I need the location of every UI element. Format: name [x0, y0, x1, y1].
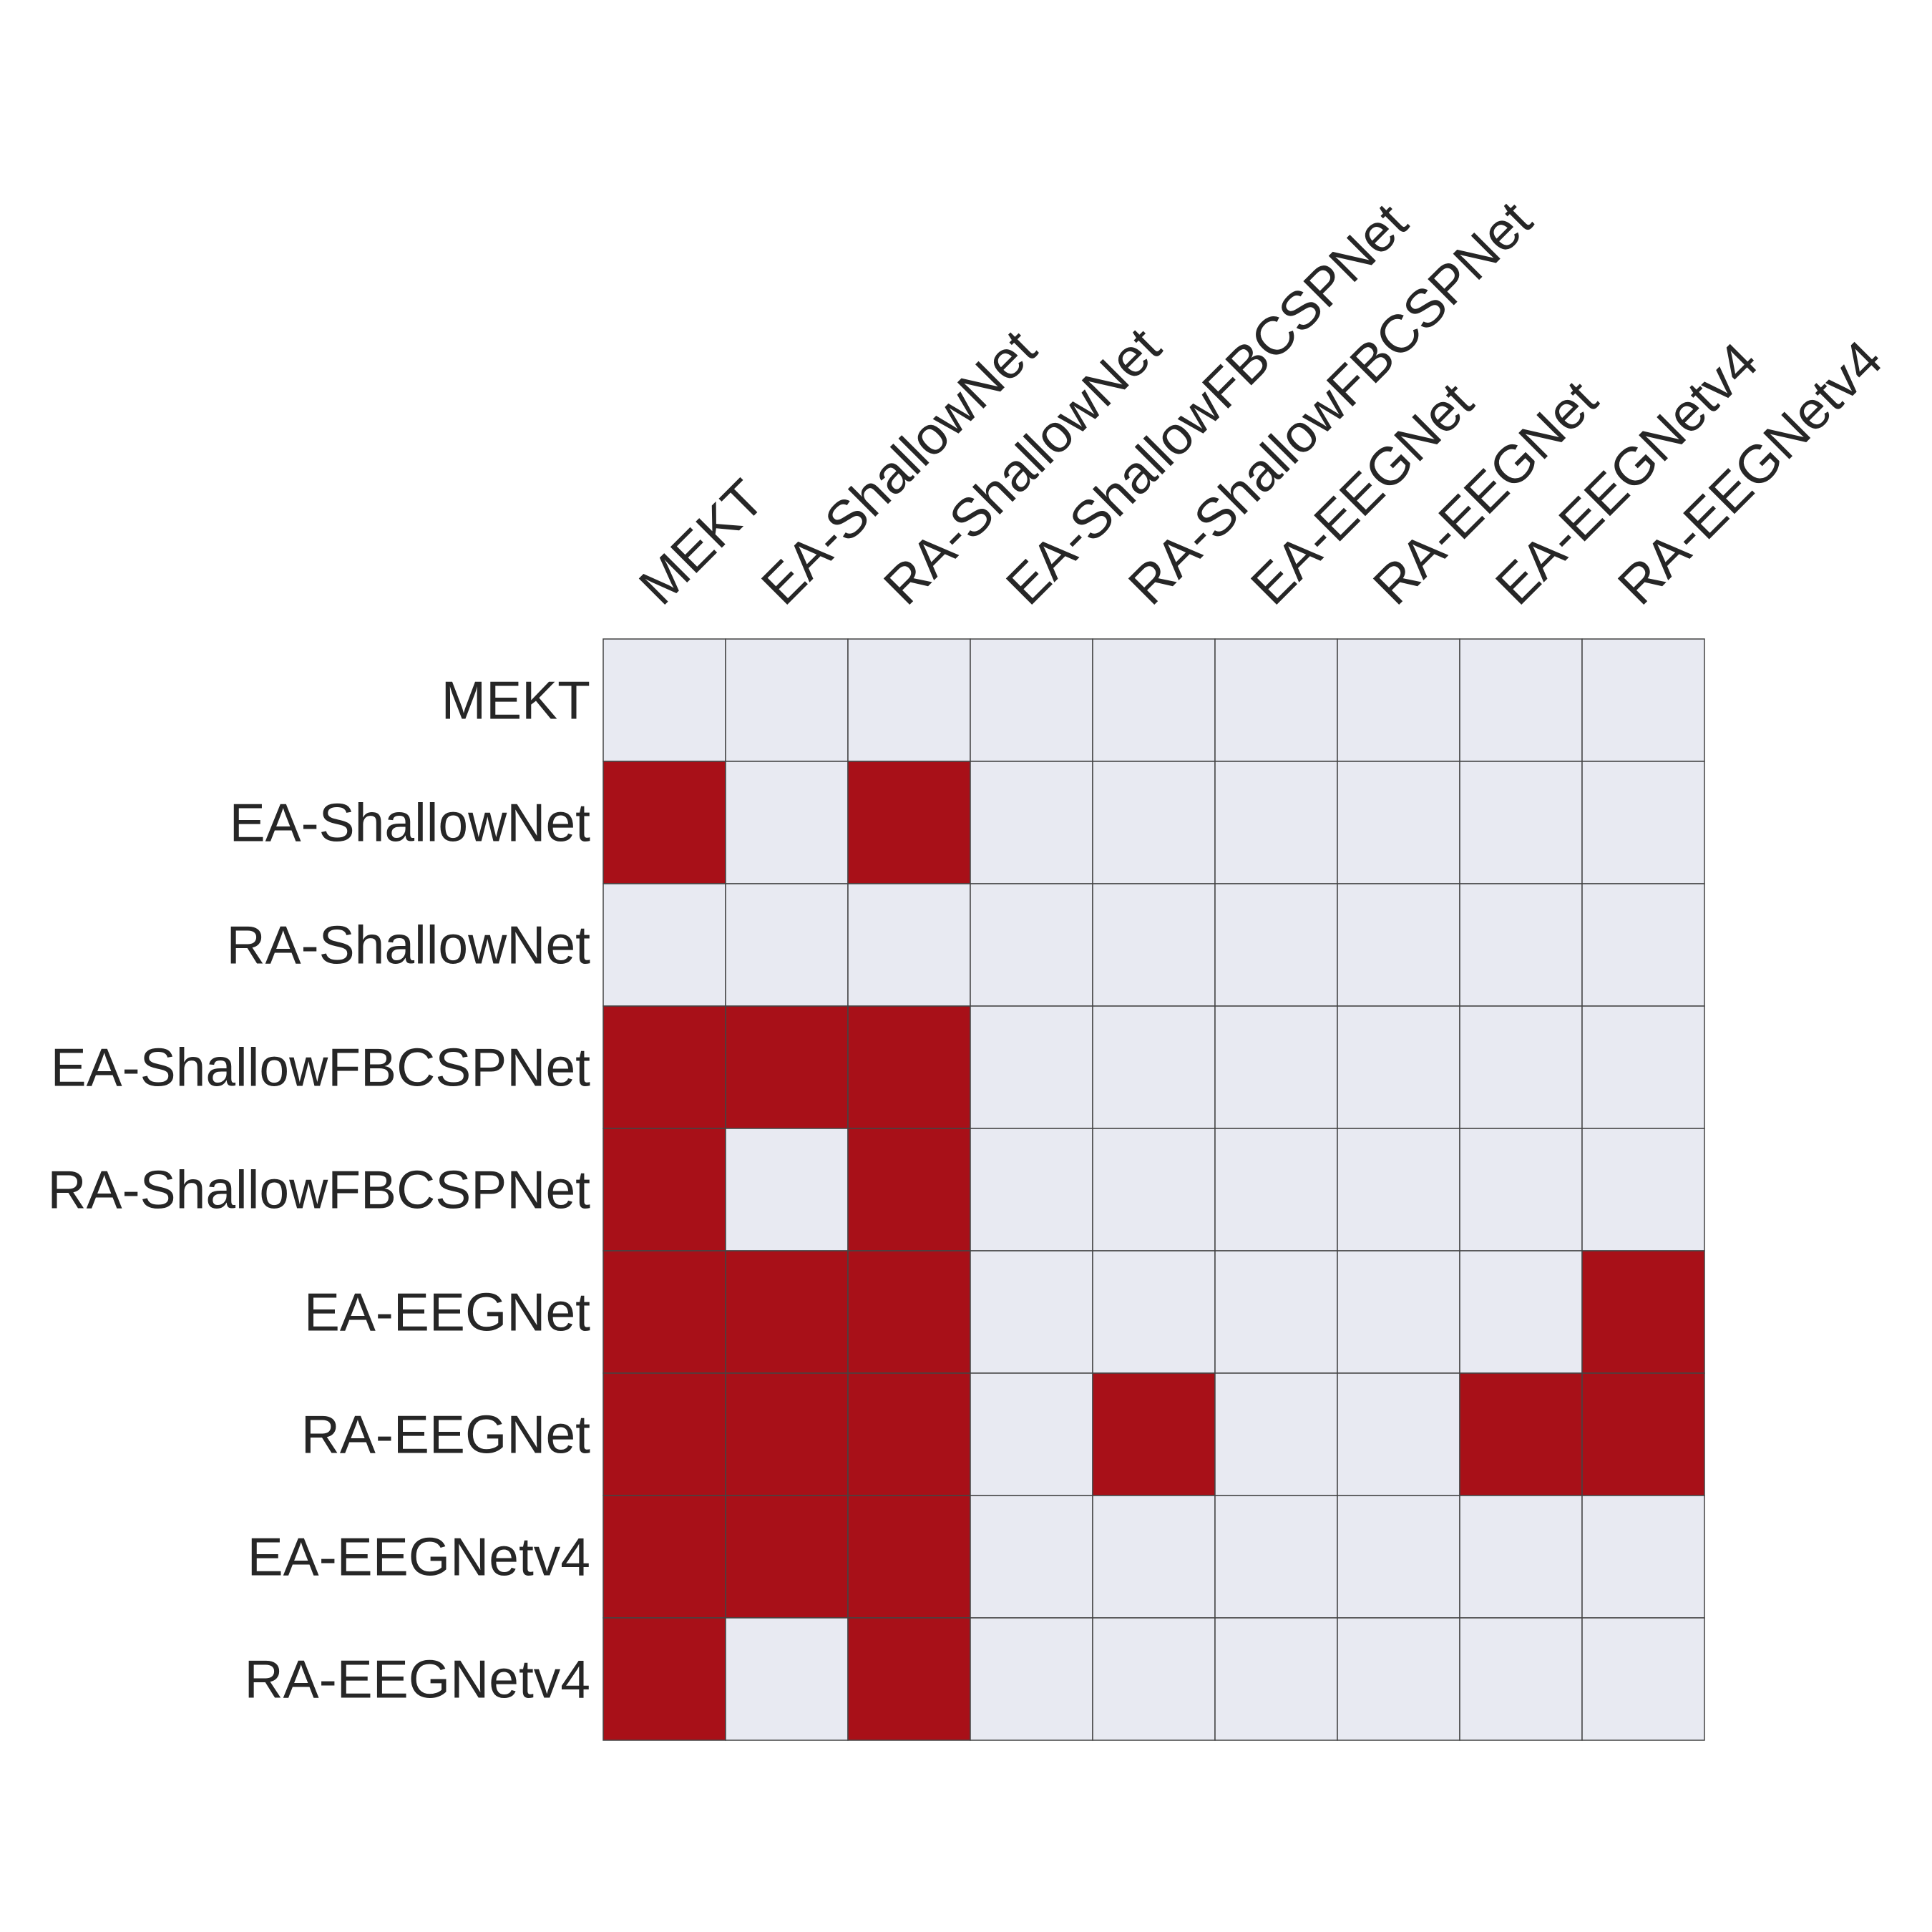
heatmap-cell-ea-shallowfbcspnet-vs-mekt: [602, 1005, 726, 1129]
heatmap-cell-ea-shallownet-vs-ea-shallownet: [725, 761, 849, 884]
heatmap-cell-ea-eegnet-vs-ra-shallownet: [847, 1250, 971, 1374]
heatmap-cell-ea-shallownet-vs-ra-shallownet: [847, 761, 971, 884]
heatmap-cell-ea-eegnetv4-vs-ea-eegnet: [1214, 1495, 1338, 1619]
heatmap-cell-ea-shallowfbcspnet-vs-ra-shallowfbcspnet: [1092, 1005, 1216, 1129]
y-tick-label: EA-ShallowNet: [230, 793, 591, 853]
heatmap-cell-ra-eegnetv4-vs-ra-shallownet: [847, 1617, 971, 1741]
heatmap-cell-mekt-vs-ra-shallowfbcspnet: [1092, 638, 1216, 762]
heatmap-cell-ra-eegnetv4-vs-ea-shallowfbcspnet: [970, 1617, 1093, 1741]
heatmap-cell-ea-shallowfbcspnet-vs-ra-eegnet: [1337, 1005, 1460, 1129]
heatmap-cell-ea-shallownet-vs-mekt: [602, 761, 726, 884]
heatmap-cell-ea-eegnetv4-vs-ea-shallowfbcspnet: [970, 1495, 1093, 1619]
heatmap-cell-ra-shallownet-vs-ra-shallownet: [847, 883, 971, 1007]
heatmap-cell-ea-eegnet-vs-ra-eegnet: [1337, 1250, 1460, 1374]
heatmap-cell-ea-eegnetv4-vs-ra-eegnet: [1337, 1495, 1460, 1619]
heatmap-cell-ea-eegnet-vs-mekt: [602, 1250, 726, 1374]
heatmap-cell-ea-shallownet-vs-ea-shallowfbcspnet: [970, 761, 1093, 884]
y-tick-label: RA-ShallowNet: [226, 915, 590, 975]
heatmap-cell-mekt-vs-ea-shallowfbcspnet: [970, 638, 1093, 762]
heatmap-cell-ra-eegnetv4-vs-ra-shallowfbcspnet: [1092, 1617, 1216, 1741]
heatmap-cell-ra-shallowfbcspnet-vs-ea-shallownet: [725, 1128, 849, 1252]
heatmap-cell-ra-eegnet-vs-ea-eegnetv4: [1459, 1372, 1583, 1496]
heatmap-cell-ea-eegnetv4-vs-ra-shallowfbcspnet: [1092, 1495, 1216, 1619]
heatmap-cell-ea-eegnetv4-vs-ra-eegnetv4: [1581, 1495, 1705, 1619]
heatmap-cell-ra-shallownet-vs-ra-shallowfbcspnet: [1092, 883, 1216, 1007]
heatmap-cell-ra-eegnetv4-vs-ea-eegnet: [1214, 1617, 1338, 1741]
heatmap-cell-mekt-vs-ra-eegnet: [1337, 638, 1460, 762]
y-tick-labels: MEKT EA-ShallowNet RA-ShallowNet EA-Shallow…: [47, 670, 590, 1709]
heatmap-cell-ea-shallownet-vs-ea-eegnet: [1214, 761, 1338, 884]
heatmap-cell-ea-shallowfbcspnet-vs-ea-eegnet: [1214, 1005, 1338, 1129]
heatmap-cell-ra-shallownet-vs-ea-eegnet: [1214, 883, 1338, 1007]
heatmap-cell-ea-eegnet-vs-ra-eegnetv4: [1581, 1250, 1705, 1374]
heatmap-cell-ra-shallowfbcspnet-vs-ea-shallowfbcspnet: [970, 1128, 1093, 1252]
heatmap-cells: [602, 638, 1705, 1741]
heatmap-cell-ra-shallownet-vs-mekt: [602, 883, 726, 1007]
heatmap-cell-mekt-vs-ea-shallownet: [725, 638, 849, 762]
heatmap-cell-ra-eegnet-vs-ea-eegnet: [1214, 1372, 1338, 1496]
heatmap-cell-ra-shallownet-vs-ea-shallownet: [725, 883, 849, 1007]
y-tick-label: RA-EEGNet: [301, 1405, 590, 1465]
heatmap-cell-ea-shallowfbcspnet-vs-ra-shallownet: [847, 1005, 971, 1129]
x-tick-label: MEKT: [628, 468, 776, 616]
heatmap-cell-ra-eegnetv4-vs-mekt: [602, 1617, 726, 1741]
heatmap-cell-ra-eegnetv4-vs-ra-eegnet: [1337, 1617, 1460, 1741]
heatmap-cell-ea-shallowfbcspnet-vs-ea-eegnetv4: [1459, 1005, 1583, 1129]
heatmap-cell-ra-eegnet-vs-ea-shallownet: [725, 1372, 849, 1496]
heatmap-cell-mekt-vs-ra-eegnetv4: [1581, 638, 1705, 762]
heatmap-cell-ra-shallownet-vs-ea-shallowfbcspnet: [970, 883, 1093, 1007]
heatmap-cell-ra-shallowfbcspnet-vs-ra-shallowfbcspnet: [1092, 1128, 1216, 1252]
heatmap-cell-ra-shallowfbcspnet-vs-ea-eegnetv4: [1459, 1128, 1583, 1252]
heatmap-cell-ra-shallowfbcspnet-vs-mekt: [602, 1128, 726, 1252]
y-tick-label: EA-EEGNetv4: [248, 1527, 590, 1587]
heatmap-cell-mekt-vs-ea-eegnet: [1214, 638, 1338, 762]
heatmap-cell-ea-eegnet-vs-ea-shallowfbcspnet: [970, 1250, 1093, 1374]
y-tick-label: EA-ShallowFBCSPNet: [51, 1038, 591, 1098]
heatmap-cell-ra-shallownet-vs-ea-eegnetv4: [1459, 883, 1583, 1007]
heatmap-cell-ea-eegnetv4-vs-mekt: [602, 1495, 726, 1619]
heatmap-cell-mekt-vs-ra-shallownet: [847, 638, 971, 762]
y-tick-label: RA-EEGNetv4: [245, 1649, 590, 1709]
heatmap-cell-ea-eegnet-vs-ea-shallownet: [725, 1250, 849, 1374]
heatmap-cell-ea-shallownet-vs-ra-eegnet: [1337, 761, 1460, 884]
heatmap-cell-ra-shallowfbcspnet-vs-ra-shallownet: [847, 1128, 971, 1252]
heatmap-cell-ra-eegnet-vs-ra-eegnetv4: [1581, 1372, 1705, 1496]
y-tick-label: EA-EEGNet: [304, 1282, 590, 1342]
heatmap-cell-ra-shallowfbcspnet-vs-ra-eegnetv4: [1581, 1128, 1705, 1252]
heatmap-cell-ea-eegnetv4-vs-ra-shallownet: [847, 1495, 971, 1619]
heatmap-cell-mekt-vs-mekt: [602, 638, 726, 762]
heatmap-cell-ea-shallowfbcspnet-vs-ea-shallowfbcspnet: [970, 1005, 1093, 1129]
heatmap-cell-ea-shallownet-vs-ra-shallowfbcspnet: [1092, 761, 1216, 884]
heatmap-cell-ra-shallowfbcspnet-vs-ea-eegnet: [1214, 1128, 1338, 1252]
heatmap-cell-ea-shallownet-vs-ea-eegnetv4: [1459, 761, 1583, 884]
heatmap-cell-ra-shallowfbcspnet-vs-ra-eegnet: [1337, 1128, 1460, 1252]
heatmap-cell-ra-shallownet-vs-ra-eegnetv4: [1581, 883, 1705, 1007]
heatmap-cell-mekt-vs-ea-eegnetv4: [1459, 638, 1583, 762]
heatmap-cell-ra-eegnet-vs-mekt: [602, 1372, 726, 1496]
heatmap-cell-ra-shallownet-vs-ra-eegnet: [1337, 883, 1460, 1007]
heatmap-cell-ea-shallowfbcspnet-vs-ea-shallownet: [725, 1005, 849, 1129]
heatmap-cell-ra-eegnet-vs-ra-shallowfbcspnet: [1092, 1372, 1216, 1496]
heatmap-cell-ra-eegnet-vs-ra-eegnet: [1337, 1372, 1460, 1496]
heatmap-cell-ea-eegnet-vs-ea-eegnetv4: [1459, 1250, 1583, 1374]
heatmap-cell-ea-shallowfbcspnet-vs-ra-eegnetv4: [1581, 1005, 1705, 1129]
heatmap-cell-ea-eegnetv4-vs-ea-shallownet: [725, 1495, 849, 1619]
heatmap-cell-ea-eegnet-vs-ea-eegnet: [1214, 1250, 1338, 1374]
y-tick-label: MEKT: [441, 670, 590, 731]
heatmap-cell-ea-eegnetv4-vs-ea-eegnetv4: [1459, 1495, 1583, 1619]
heatmap-cell-ra-eegnet-vs-ra-shallownet: [847, 1372, 971, 1496]
y-tick-label: RA-ShallowFBCSPNet: [47, 1160, 590, 1220]
heatmap-cell-ea-eegnet-vs-ra-shallowfbcspnet: [1092, 1250, 1216, 1374]
x-tick-labels: MEKTEA-ShallowNetRA-ShallowNetEA-Shallow…: [628, 190, 1893, 616]
heatmap-cell-ea-shallownet-vs-ra-eegnetv4: [1581, 761, 1705, 884]
heatmap-cell-ra-eegnet-vs-ea-shallowfbcspnet: [970, 1372, 1093, 1496]
heatmap-cell-ra-eegnetv4-vs-ra-eegnetv4: [1581, 1617, 1705, 1741]
heatmap-cell-ra-eegnetv4-vs-ea-eegnetv4: [1459, 1617, 1583, 1741]
heatmap-cell-ra-eegnetv4-vs-ea-shallownet: [725, 1617, 849, 1741]
